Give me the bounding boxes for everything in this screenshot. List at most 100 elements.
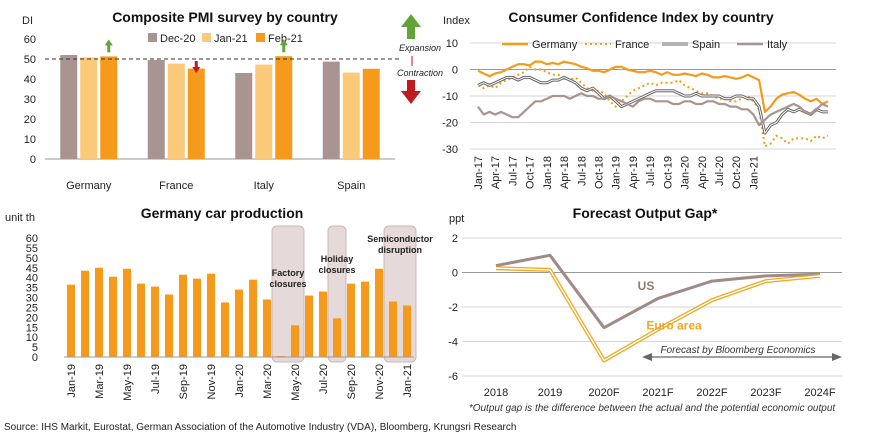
pmi-ytick: 50 xyxy=(24,54,36,66)
car-bar xyxy=(235,289,243,357)
cci-xtick: Oct-18 xyxy=(593,156,605,189)
car-xtick: Jan-21 xyxy=(402,364,414,398)
forecast-label: Forecast by Bloomberg Economics xyxy=(660,345,815,356)
car-bar xyxy=(361,281,369,357)
car-xtick: Jan-19 xyxy=(66,364,78,398)
car-highlight-label-line: closures xyxy=(318,265,355,275)
car-ytick: 60 xyxy=(26,233,38,245)
pmi-ytick: 60 xyxy=(24,34,36,46)
gap-xtick: 2018 xyxy=(484,387,508,399)
pmi-legend-label: Dec-20 xyxy=(160,33,195,45)
gap-xtick: 2022F xyxy=(696,387,727,399)
pmi-bar xyxy=(100,56,118,159)
car-bar xyxy=(179,274,187,357)
car-xtick: Nov-20 xyxy=(374,364,386,399)
car-ytick: 5 xyxy=(32,342,38,354)
pmi-ylabel: DI xyxy=(22,15,33,27)
car-ytick: 10 xyxy=(26,332,38,344)
car-ytick: 50 xyxy=(26,253,38,265)
car-bar xyxy=(151,286,159,357)
car-highlight-label-line: Holiday xyxy=(321,254,354,264)
car-ytick: 35 xyxy=(26,283,38,295)
cci-ytick: -10 xyxy=(442,91,458,103)
pmi-category-label: Italy xyxy=(254,180,275,192)
pmi-category-label: Spain xyxy=(337,180,365,192)
car-highlight-label-line: closures xyxy=(269,279,306,289)
car-xtick: May-19 xyxy=(122,364,134,401)
cci-xtick: Oct-19 xyxy=(662,156,674,189)
cci-xtick: Jul-19 xyxy=(645,156,657,186)
car-xtick: Jul-19 xyxy=(150,364,162,394)
car-bar xyxy=(95,267,103,357)
pmi-legend-swatch xyxy=(256,33,265,42)
pmi-bar xyxy=(187,68,205,159)
cci-ytick: -20 xyxy=(442,118,458,130)
gap-footnote: *Output gap is the difference between th… xyxy=(469,403,837,414)
car-bar xyxy=(375,268,383,357)
car-ytick: 15 xyxy=(26,322,38,334)
pmi-legend-label: Jan-21 xyxy=(214,33,248,45)
cci-line-spain-inner xyxy=(477,76,828,134)
contraction-label: Contraction xyxy=(397,68,443,78)
car-highlight-label-line: disruption xyxy=(378,245,422,255)
car-ytick: 0 xyxy=(32,352,38,364)
car-ytick: 25 xyxy=(26,302,38,314)
pmi-bar xyxy=(275,56,293,160)
car-bar xyxy=(109,276,117,357)
cci-legend-label: Germany xyxy=(532,39,578,51)
pmi-title: Composite PMI survey by country xyxy=(112,9,338,25)
cci-title: Consumer Confidence Index by country xyxy=(508,9,773,25)
cci-line-france xyxy=(477,65,829,148)
car-bar xyxy=(81,270,89,357)
pmi-bar xyxy=(255,64,273,159)
cci-xtick: Apr-17 xyxy=(490,156,502,189)
car-highlight-label-line: Factory xyxy=(272,268,305,278)
cci-ylabel: Index xyxy=(443,15,470,27)
car-xtick: Mar-20 xyxy=(262,364,274,399)
car-bar xyxy=(319,291,327,357)
pmi-bar xyxy=(80,57,98,159)
forecast-arrow-left-icon xyxy=(642,353,652,361)
expansion-label: Expansion xyxy=(399,43,441,53)
gap-ytick: 2 xyxy=(452,233,458,245)
pmi-chart: Composite PMI survey by country DI 0 10 20 30… xyxy=(22,9,443,192)
car-ytick: 30 xyxy=(26,293,38,305)
gap-ytick: -2 xyxy=(448,302,458,314)
car-xtick: Mar-19 xyxy=(94,364,106,399)
car-bar xyxy=(123,268,131,357)
cci-ytick: 0 xyxy=(452,65,458,77)
car-xtick: Sep-19 xyxy=(178,364,190,399)
car-bar xyxy=(165,294,173,357)
car-ytick: 45 xyxy=(26,263,38,275)
cci-xtick: Jul-20 xyxy=(714,156,726,186)
cci-xtick: Oct-20 xyxy=(731,156,743,189)
car-highlight-box xyxy=(271,225,305,363)
pmi-category-label: Germany xyxy=(66,180,112,192)
cci-legend-label: Spain xyxy=(692,39,720,51)
car-bar xyxy=(137,283,145,357)
gap-ytick: 0 xyxy=(452,268,458,280)
gap-xtick: 2023F xyxy=(750,387,781,399)
pmi-legend-label: Feb-21 xyxy=(268,33,303,45)
car-bar xyxy=(263,299,271,357)
car-bar xyxy=(193,278,201,357)
cci-xtick: Jul-17 xyxy=(507,156,519,186)
car-highlight-label: Factory closures xyxy=(269,268,306,289)
car-highlight-label: Semiconductor disruption xyxy=(367,234,433,255)
car-ytick: 20 xyxy=(26,312,38,324)
cci-xtick: Oct-17 xyxy=(525,156,537,189)
forecast-arrow-right-icon xyxy=(832,353,842,361)
cci-xtick: Jan-19 xyxy=(611,156,623,190)
car-ytick: 40 xyxy=(26,273,38,285)
car-bar xyxy=(403,305,411,357)
car-bar xyxy=(291,325,299,357)
car-xtick: Nov-19 xyxy=(206,364,218,399)
cci-ytick: 10 xyxy=(446,38,458,50)
cci-xtick: Jan-20 xyxy=(680,156,692,190)
pmi-bar xyxy=(60,55,78,159)
car-bar xyxy=(249,279,257,357)
gap-label-euro: Euro area xyxy=(646,318,702,332)
contraction-arrow-icon xyxy=(401,80,421,104)
pmi-ytick: 20 xyxy=(24,114,36,126)
